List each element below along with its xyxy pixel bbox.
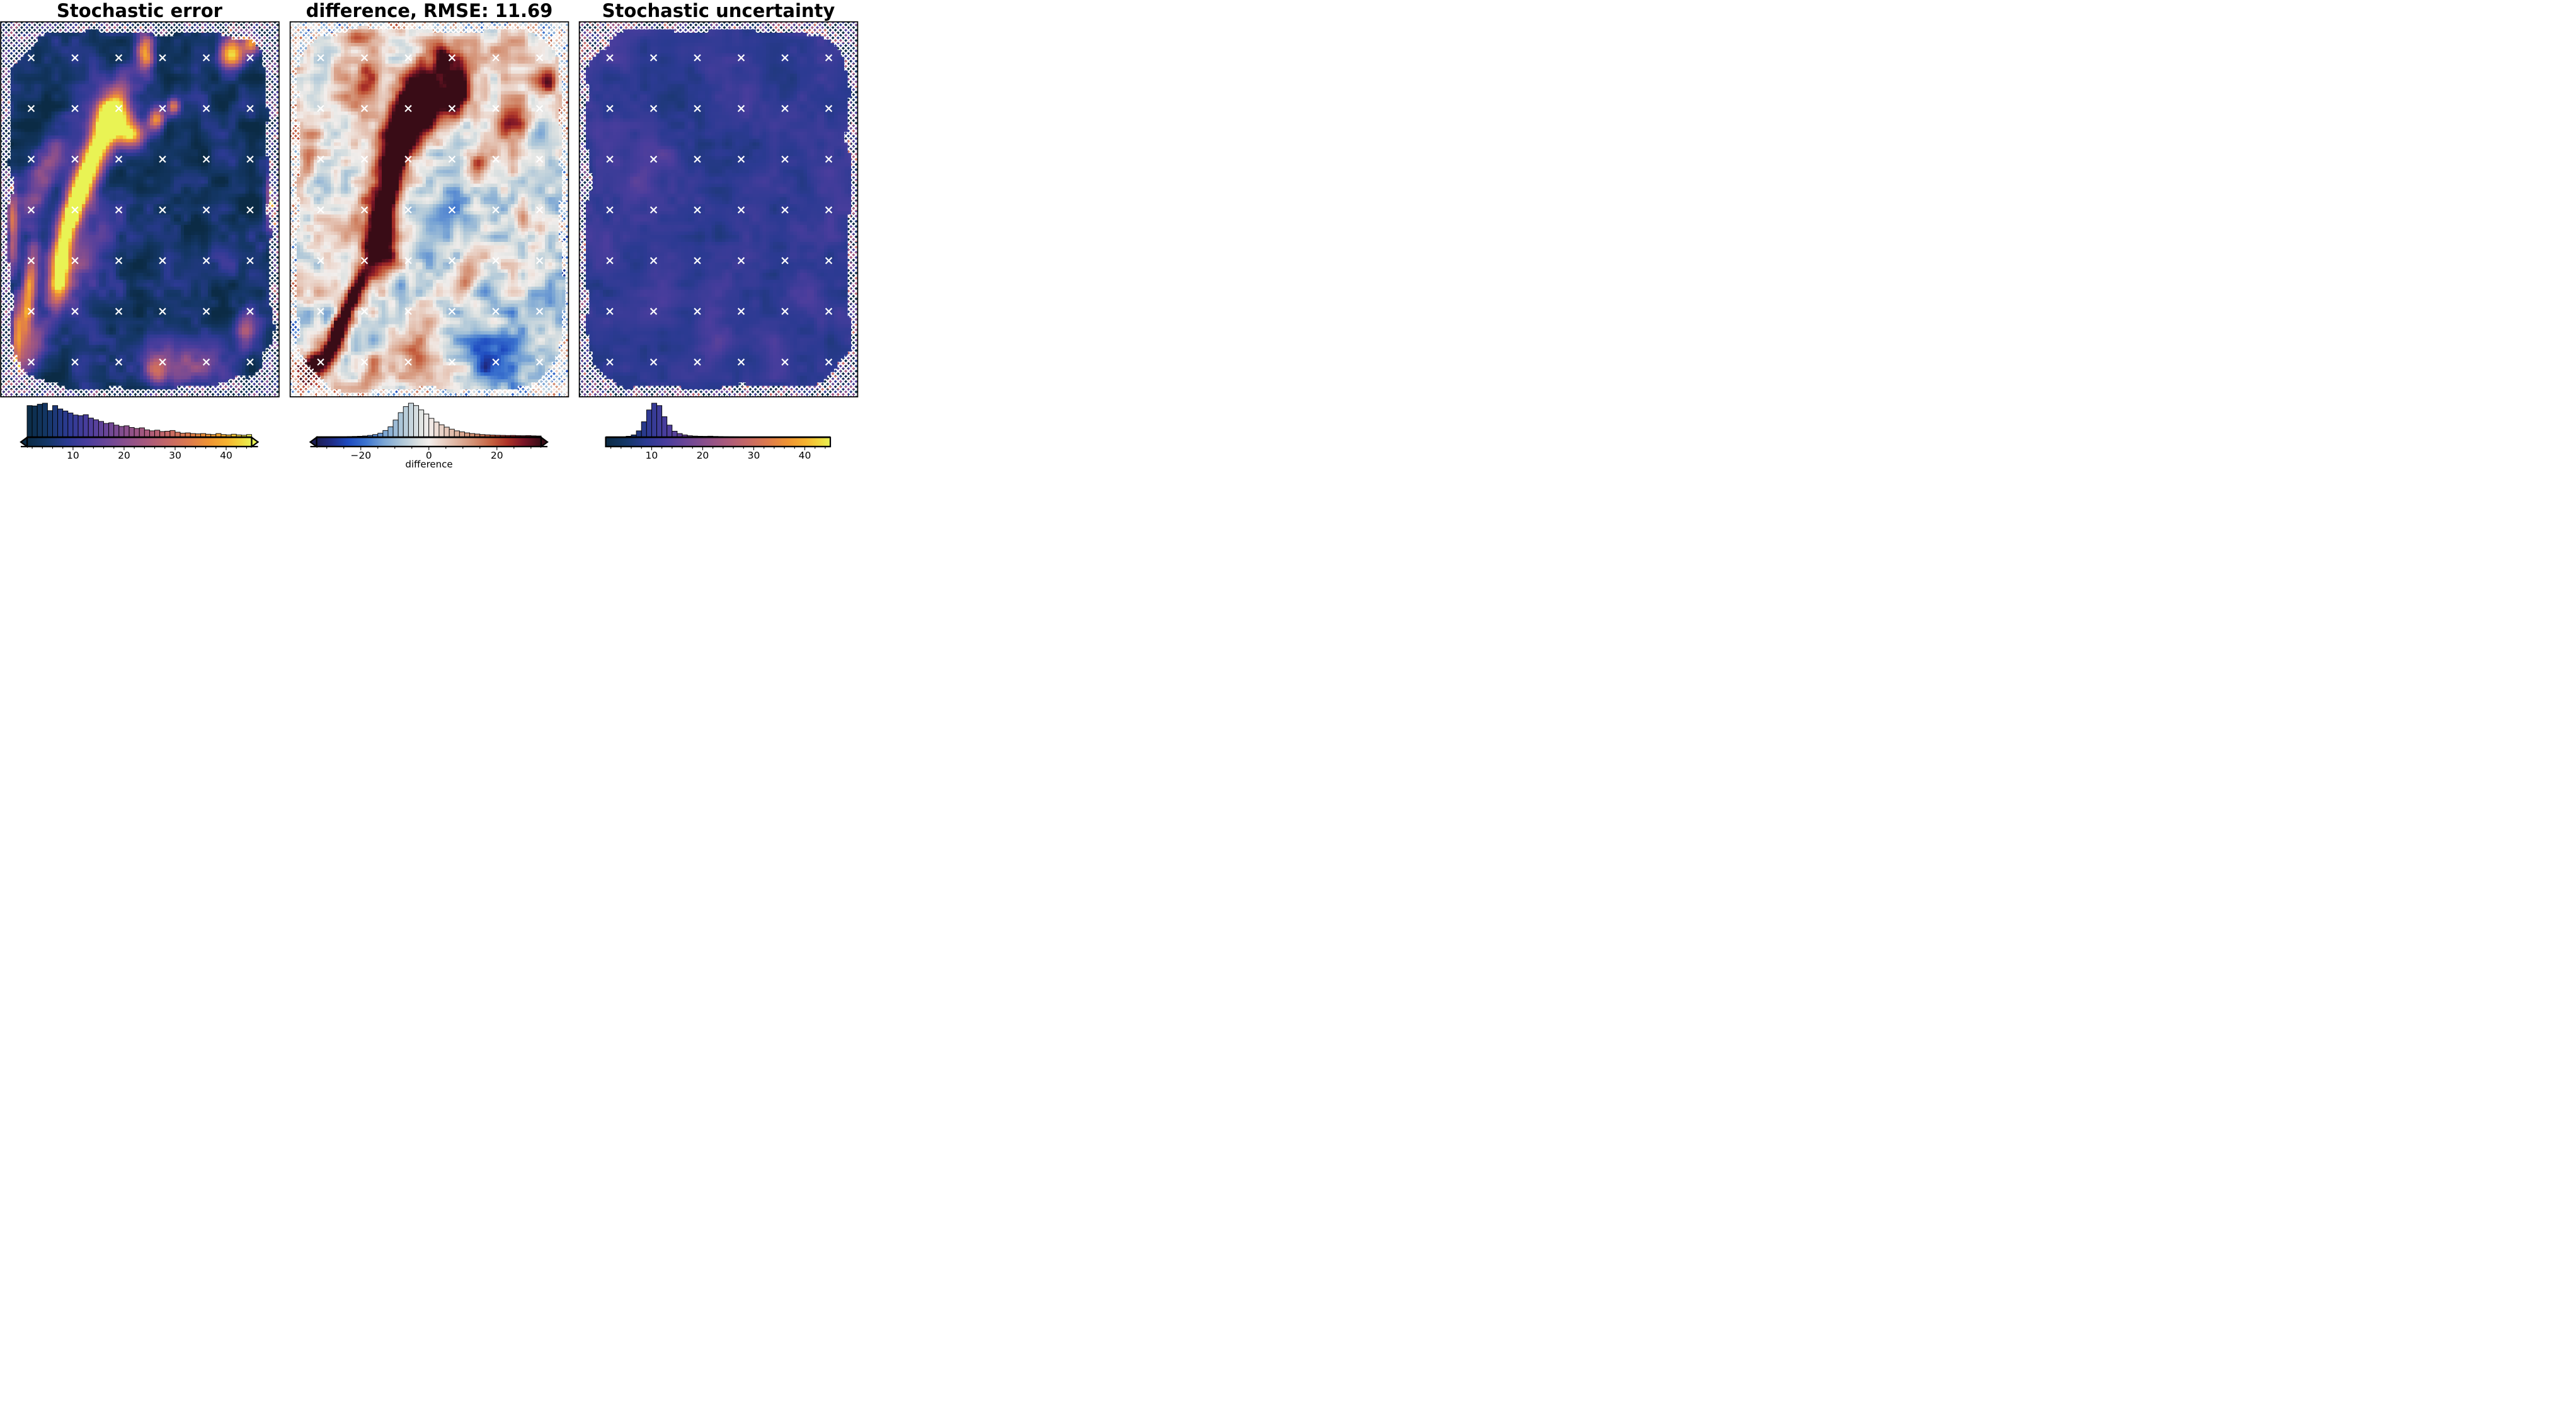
colorbar-tick-label: 20 xyxy=(696,449,709,461)
colorbar-tick-label: 10 xyxy=(67,449,79,461)
colorbar-tick-label: 30 xyxy=(169,449,181,461)
colorbar-tick-label: −20 xyxy=(350,449,372,461)
colorbar-tick-label: 30 xyxy=(747,449,760,461)
colorbar-tick-label: 20 xyxy=(118,449,130,461)
panel-title-stochastic-error: Stochastic error xyxy=(57,0,222,21)
colorbar-tick-label: 0 xyxy=(425,449,432,461)
figure-root: Stochastic error difference, RMSE: 11.69… xyxy=(0,0,859,469)
panel-title-difference-rmse: difference, RMSE: 11.69 xyxy=(306,0,553,21)
panel-title-stochastic-uncertainty: Stochastic uncertainty xyxy=(602,0,835,21)
colorbar-tick-label: 20 xyxy=(490,449,503,461)
figure-canvas xyxy=(0,0,859,469)
colorbar-tick-label: 40 xyxy=(220,449,232,461)
colorbar-tick-label: 40 xyxy=(798,449,811,461)
colorbar-xlabel-difference: difference xyxy=(405,459,453,469)
colorbar-tick-label: 10 xyxy=(645,449,658,461)
